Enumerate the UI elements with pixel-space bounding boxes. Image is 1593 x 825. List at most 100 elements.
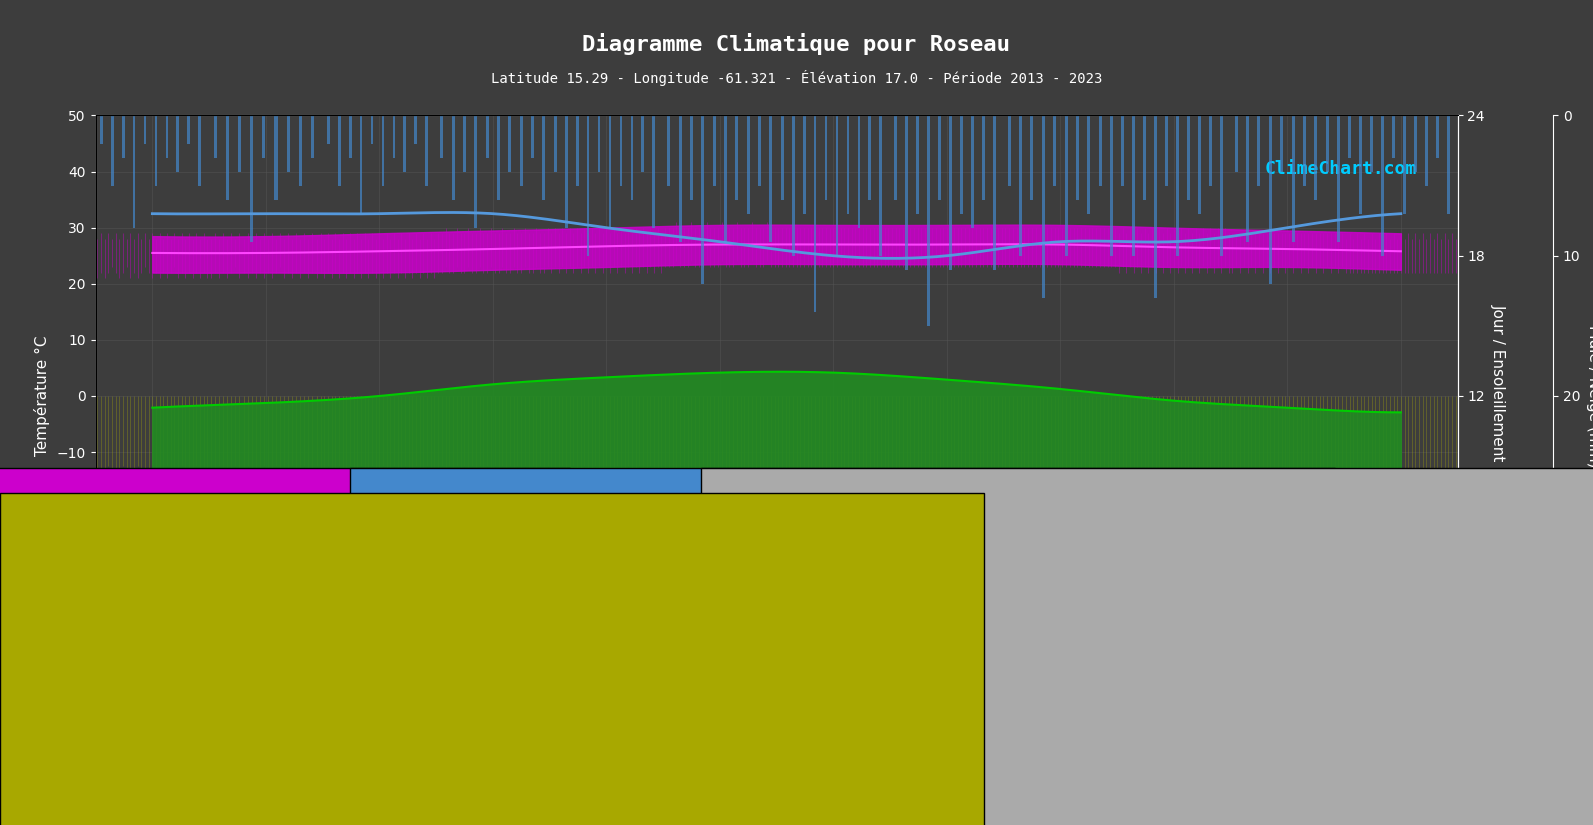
Bar bbox=[1359, 116, 1362, 214]
Bar bbox=[440, 116, 443, 158]
Text: ClimeChart.com: ClimeChart.com bbox=[1265, 160, 1416, 178]
Bar bbox=[1435, 116, 1438, 158]
Bar bbox=[475, 116, 478, 228]
Bar bbox=[1446, 116, 1450, 214]
Bar bbox=[609, 116, 612, 228]
Text: Lumière du jour par jour: Lumière du jour par jour bbox=[518, 714, 669, 727]
Bar bbox=[349, 116, 352, 158]
Bar bbox=[1042, 116, 1045, 298]
Bar bbox=[1381, 116, 1384, 256]
Bar bbox=[360, 116, 363, 214]
Bar bbox=[327, 116, 330, 144]
Bar bbox=[1064, 116, 1067, 256]
Bar bbox=[803, 116, 806, 214]
Bar bbox=[1075, 116, 1078, 200]
Bar bbox=[758, 116, 761, 186]
Text: Moyenne mensuelle: Moyenne mensuelle bbox=[868, 738, 994, 752]
Bar bbox=[486, 116, 489, 158]
Bar bbox=[143, 116, 147, 144]
Bar bbox=[392, 116, 395, 158]
Bar bbox=[1292, 116, 1295, 242]
Bar bbox=[425, 116, 429, 186]
Bar bbox=[905, 116, 908, 270]
Bar bbox=[464, 116, 467, 172]
Bar bbox=[1348, 116, 1351, 158]
Bar bbox=[1235, 116, 1238, 172]
Bar bbox=[298, 116, 303, 186]
Bar bbox=[1008, 116, 1012, 186]
Bar bbox=[199, 116, 201, 186]
Bar bbox=[338, 116, 341, 186]
Bar bbox=[894, 116, 897, 200]
Bar bbox=[575, 116, 578, 186]
Bar bbox=[1144, 116, 1145, 200]
Bar bbox=[1220, 116, 1223, 256]
Bar bbox=[667, 116, 671, 186]
Bar bbox=[1403, 116, 1407, 214]
Bar bbox=[701, 116, 704, 284]
Bar bbox=[554, 116, 556, 172]
Y-axis label: Pluie / Neige (mm): Pluie / Neige (mm) bbox=[1587, 325, 1593, 467]
Y-axis label: Jour / Ensoleillement (h): Jour / Ensoleillement (h) bbox=[1491, 304, 1505, 488]
Bar bbox=[519, 116, 523, 186]
Bar bbox=[586, 116, 589, 256]
Bar bbox=[1268, 116, 1271, 284]
Bar bbox=[1281, 116, 1284, 172]
Bar bbox=[927, 116, 930, 326]
Bar bbox=[403, 116, 406, 172]
Bar bbox=[981, 116, 984, 200]
Bar bbox=[1337, 116, 1340, 242]
Bar bbox=[237, 116, 241, 172]
Bar bbox=[371, 116, 373, 144]
Text: Jour / Ensoleillement (h): Jour / Ensoleillement (h) bbox=[478, 697, 667, 711]
Bar bbox=[1187, 116, 1190, 200]
Text: Pluie (mm): Pluie (mm) bbox=[828, 697, 914, 711]
Bar bbox=[1110, 116, 1114, 256]
Text: Plage min / max par jour: Plage min / max par jour bbox=[104, 714, 258, 727]
Bar bbox=[1133, 116, 1136, 256]
Bar bbox=[679, 116, 682, 242]
Bar bbox=[961, 116, 962, 214]
Bar bbox=[1176, 116, 1179, 256]
Bar bbox=[100, 116, 102, 144]
Bar bbox=[1121, 116, 1125, 186]
Bar bbox=[736, 116, 739, 200]
Bar bbox=[857, 116, 860, 228]
Bar bbox=[949, 116, 953, 270]
Text: Température °C: Température °C bbox=[64, 697, 186, 712]
Bar bbox=[1257, 116, 1260, 186]
Bar bbox=[868, 116, 871, 200]
Bar bbox=[938, 116, 941, 200]
Bar bbox=[1164, 116, 1168, 186]
Bar bbox=[972, 116, 973, 228]
Bar bbox=[155, 116, 158, 186]
Text: Diagramme Climatique pour Roseau: Diagramme Climatique pour Roseau bbox=[583, 33, 1010, 55]
Bar bbox=[564, 116, 567, 228]
Bar bbox=[274, 116, 277, 200]
Bar bbox=[992, 116, 996, 270]
Bar bbox=[451, 116, 454, 200]
Bar bbox=[110, 116, 113, 186]
Bar bbox=[1020, 116, 1023, 256]
Bar bbox=[1325, 116, 1329, 172]
Bar bbox=[814, 116, 817, 312]
Bar bbox=[287, 116, 290, 172]
Bar bbox=[747, 116, 750, 214]
Bar bbox=[166, 116, 169, 158]
Text: Latitude 15.29 - Longitude -61.321 - Élévation 17.0 - Période 2013 - 2023: Latitude 15.29 - Longitude -61.321 - Élé… bbox=[491, 70, 1102, 86]
Bar bbox=[213, 116, 217, 158]
Bar bbox=[414, 116, 417, 144]
Bar bbox=[188, 116, 191, 144]
Bar bbox=[653, 116, 655, 228]
Bar bbox=[250, 116, 253, 242]
Bar bbox=[916, 116, 919, 214]
Bar bbox=[132, 116, 135, 228]
Bar bbox=[769, 116, 773, 242]
Bar bbox=[530, 116, 534, 158]
Text: Soleil par jour: Soleil par jour bbox=[518, 738, 604, 752]
Bar bbox=[1099, 116, 1102, 186]
Bar bbox=[620, 116, 623, 186]
Bar bbox=[1209, 116, 1212, 186]
Bar bbox=[712, 116, 715, 186]
Bar bbox=[1314, 116, 1317, 200]
